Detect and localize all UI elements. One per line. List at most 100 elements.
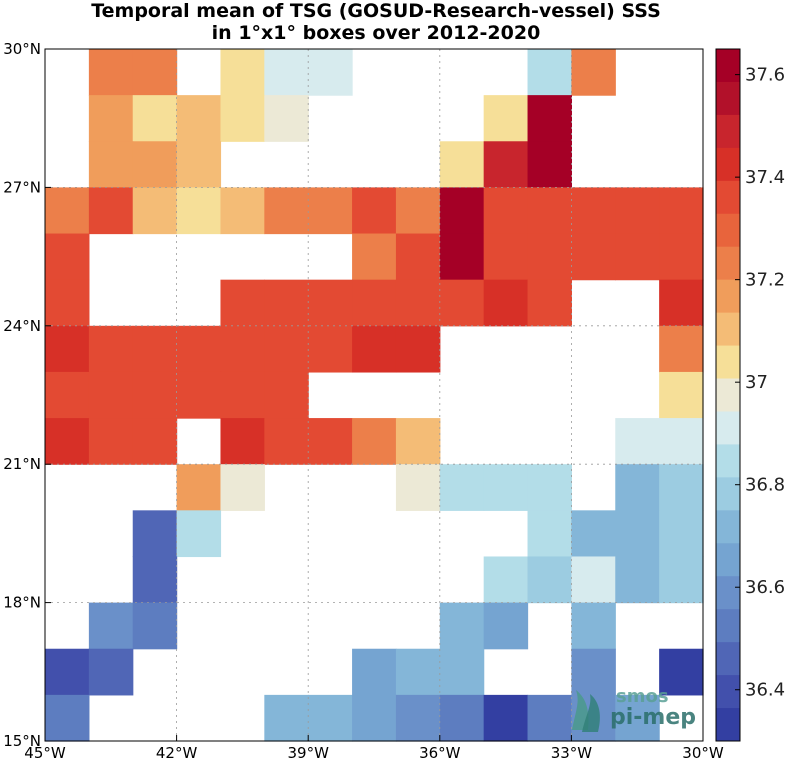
heatmap-cell — [45, 279, 90, 327]
y-tick-label: 18°N — [3, 594, 41, 612]
x-tick-label: 45°W — [24, 744, 66, 762]
heatmap-cell — [264, 371, 309, 419]
colorbar-segment — [716, 609, 740, 643]
heatmap-cell — [88, 602, 134, 650]
x-tick-label: 30°W — [682, 744, 724, 762]
colorbar-segment — [716, 49, 740, 83]
heatmap-cell — [659, 510, 704, 558]
heatmap-cell — [264, 187, 309, 235]
x-tick-label: 39°W — [287, 744, 329, 762]
heatmap-cell — [264, 418, 309, 465]
colorbar-frame — [715, 48, 741, 742]
colorbar-tick-label: 36.4 — [745, 680, 785, 701]
heatmap-cell — [527, 95, 572, 142]
heatmap-cell — [483, 556, 529, 604]
heatmap-cell — [395, 694, 441, 742]
y-tick-label: 30°N — [3, 40, 41, 58]
heatmap-cell — [176, 325, 222, 373]
heatmap-cell — [176, 95, 222, 142]
heatmap-cell — [352, 694, 397, 742]
heatmap-cell — [352, 648, 397, 696]
heatmap-cell — [45, 418, 90, 465]
heatmap-cell — [220, 279, 265, 327]
y-tick-label: 21°N — [3, 455, 41, 473]
colorbar-segment — [716, 180, 740, 215]
heatmap-cell — [264, 694, 309, 742]
heatmap-cell — [659, 418, 704, 465]
heatmap-cell — [483, 694, 529, 742]
y-axis-ticks: 30°N 27°N 24°N 21°N 18°N 15°N — [3, 40, 51, 750]
heatmap-cell — [220, 325, 265, 373]
heatmap-cell — [659, 233, 704, 281]
y-tick-label: 27°N — [3, 178, 41, 196]
heatmap-cell — [395, 325, 441, 373]
colorbar-segment — [716, 312, 740, 347]
heatmap-cell — [132, 556, 178, 604]
heatmap-cell — [527, 694, 572, 742]
heatmap-cells — [45, 49, 704, 742]
colorbar-segment — [716, 81, 740, 116]
heatmap-cell — [352, 233, 397, 281]
colorbar-segment — [716, 708, 740, 742]
heatmap-cell — [615, 694, 660, 742]
heatmap-cell — [88, 371, 134, 419]
heatmap-cell — [527, 233, 572, 281]
heatmap-cell — [308, 187, 353, 235]
colorbar-segment — [716, 543, 740, 577]
heatmap-cell — [132, 49, 178, 96]
heatmap-cell — [659, 279, 704, 327]
heatmap-cell — [615, 510, 660, 558]
heatmap-cell — [88, 95, 134, 142]
heatmap-cell — [88, 187, 134, 235]
heatmap-cell — [571, 556, 616, 604]
heatmap-cell — [483, 279, 529, 327]
colorbar-tick-label: 37.2 — [745, 270, 785, 291]
heatmap-cell — [220, 49, 265, 96]
heatmap-cell — [527, 510, 572, 558]
heatmap-cell — [132, 95, 178, 142]
colorbar-tick-label: 36.8 — [745, 475, 785, 496]
colorbar-segment — [716, 114, 740, 149]
heatmap-cell — [439, 648, 485, 696]
heatmap-cell — [615, 233, 660, 281]
x-axis-ticks: 45°W 42°W 39°W 36°W 33°W 30°W — [24, 735, 724, 762]
plot-frame — [44, 48, 704, 742]
heatmap-cell — [45, 648, 90, 696]
heatmap-cell — [483, 141, 529, 188]
colorbar-tick-label: 37.4 — [745, 167, 785, 188]
heatmap-cell — [615, 187, 660, 235]
heatmap-cell — [659, 325, 704, 373]
heatmap-cell — [176, 464, 222, 511]
heatmap-cell — [571, 510, 616, 558]
x-tick-label: 33°W — [551, 744, 593, 762]
colorbar-segment — [716, 444, 740, 478]
heatmap-cell — [45, 325, 90, 373]
colorbar-tick-label: 37 — [745, 372, 768, 393]
heatmap-cell — [615, 464, 660, 511]
heatmap-cell — [659, 187, 704, 235]
heatmap-cell — [176, 141, 222, 188]
heatmap-cell — [88, 49, 134, 96]
heatmap-cell — [132, 510, 178, 558]
heatmap-cell — [176, 187, 222, 235]
heatmap-cell — [439, 602, 485, 650]
heatmap-cell — [483, 187, 529, 235]
heatmap-cell — [571, 648, 616, 696]
heatmap-cell — [88, 325, 134, 373]
heatmap-cell — [352, 325, 397, 373]
heatmap-cell — [176, 371, 222, 419]
heatmap-cell — [88, 418, 134, 465]
x-tick-label: 42°W — [156, 744, 198, 762]
heatmap-cell — [571, 602, 616, 650]
heatmap-cell — [45, 371, 90, 419]
heatmap-cell — [395, 279, 441, 327]
logo-wave-icon: smos pi-mep — [572, 686, 696, 732]
heatmap-cell — [483, 233, 529, 281]
chart-title-block: Temporal mean of TSG (GOSUD-Research-ves… — [0, 0, 752, 44]
heatmap-cell — [220, 464, 265, 511]
logo-text-pimep: pi-mep — [610, 705, 696, 730]
gridlines — [45, 49, 703, 741]
heatmap-cell — [615, 556, 660, 604]
heatmap-cell — [352, 187, 397, 235]
heatmap-cell — [45, 694, 90, 742]
